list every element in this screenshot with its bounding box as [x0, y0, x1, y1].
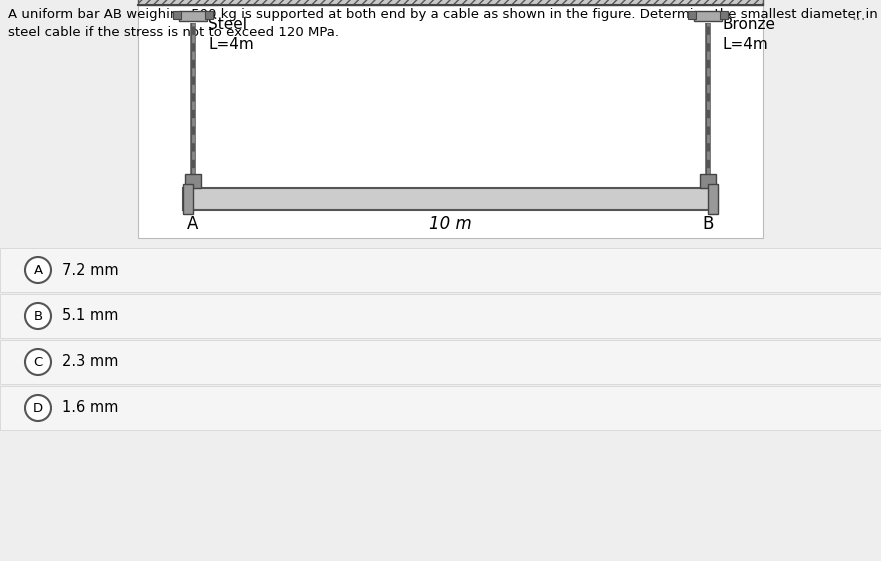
Text: B: B — [702, 215, 714, 233]
Text: A uniform bar AB weighing 500 kg is supported at both end by a cable as shown in: A uniform bar AB weighing 500 kg is supp… — [8, 8, 877, 39]
Text: A: A — [33, 264, 42, 277]
Text: A: A — [188, 215, 199, 233]
Bar — [183, 184, 193, 214]
Text: Bronze
L=4m: Bronze L=4m — [723, 17, 776, 52]
Bar — [173, 11, 181, 19]
Text: 2.3 mm: 2.3 mm — [62, 355, 118, 370]
Text: ...: ... — [851, 8, 866, 23]
Text: D: D — [33, 402, 43, 415]
Bar — [183, 188, 718, 210]
Circle shape — [25, 303, 51, 329]
Bar — [708, 184, 718, 214]
Text: 7.2 mm: 7.2 mm — [62, 263, 119, 278]
Bar — [688, 11, 696, 19]
Circle shape — [25, 349, 51, 375]
Text: 1.6 mm: 1.6 mm — [62, 401, 118, 416]
Bar — [138, 0, 763, 238]
Bar — [0, 386, 881, 430]
Bar — [138, 0, 763, 5]
Circle shape — [25, 395, 51, 421]
Bar — [205, 11, 213, 19]
Circle shape — [25, 257, 51, 283]
Bar — [694, 11, 722, 21]
Bar — [0, 294, 881, 338]
Text: 10 m: 10 m — [429, 215, 472, 233]
Bar — [0, 248, 881, 292]
Bar — [179, 11, 207, 21]
Text: Steel
L=4m: Steel L=4m — [208, 17, 254, 52]
Bar — [720, 11, 728, 19]
Text: 5.1 mm: 5.1 mm — [62, 309, 118, 324]
Bar — [185, 174, 201, 188]
Text: B: B — [33, 310, 42, 323]
Bar — [700, 174, 716, 188]
Text: C: C — [33, 356, 42, 369]
Bar — [0, 340, 881, 384]
